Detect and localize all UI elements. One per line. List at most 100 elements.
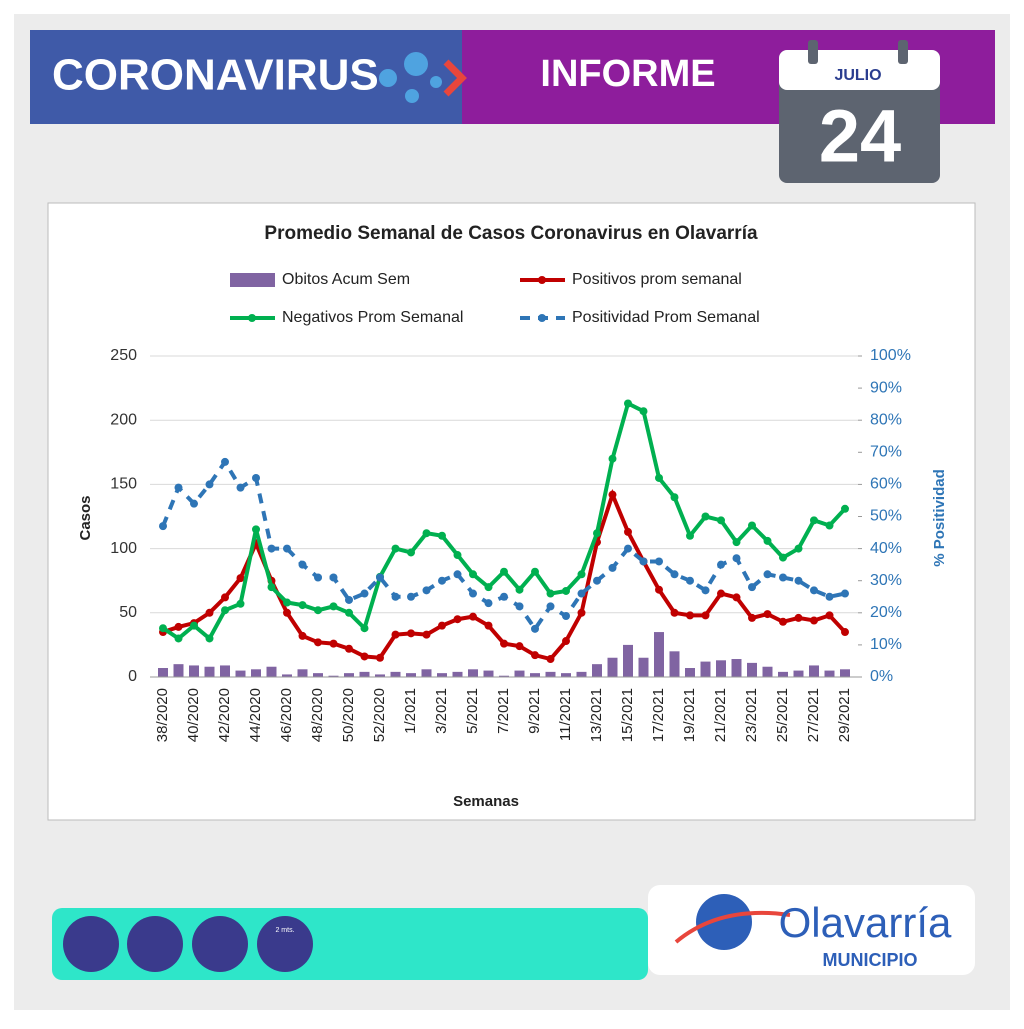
marker	[546, 589, 555, 598]
bar	[235, 670, 246, 677]
marker	[205, 634, 214, 643]
bar	[592, 664, 602, 677]
bar	[607, 657, 618, 677]
legend-label: Obitos Acum Sem	[282, 271, 410, 288]
marker	[376, 653, 384, 662]
marker	[174, 634, 183, 643]
bar	[716, 660, 726, 677]
bar	[437, 673, 447, 677]
marker	[283, 544, 291, 553]
marker	[314, 638, 322, 647]
marker	[453, 551, 462, 560]
marker	[422, 529, 431, 538]
marker	[577, 589, 586, 598]
marker	[779, 573, 787, 582]
marker	[639, 557, 648, 566]
marker	[298, 560, 307, 569]
marker	[732, 538, 741, 547]
marker	[794, 613, 803, 622]
marker	[298, 631, 307, 640]
bar	[840, 669, 850, 677]
x-tick-label: 13/2021	[588, 688, 605, 742]
marker	[484, 621, 493, 630]
bar	[561, 673, 571, 677]
bar	[189, 665, 199, 677]
marker	[174, 622, 183, 631]
brand: Olavarría	[779, 899, 952, 946]
marker	[732, 593, 741, 602]
y-tick-label: 150	[110, 476, 137, 493]
x-tick-label: 19/2021	[681, 688, 698, 742]
marker	[841, 628, 849, 637]
marker	[810, 516, 818, 525]
marker	[236, 574, 245, 583]
bar	[468, 669, 478, 677]
legend-marker	[248, 314, 256, 322]
marker	[267, 544, 276, 553]
marker	[701, 586, 710, 595]
calendar-ring	[898, 40, 908, 64]
marker	[205, 608, 214, 617]
marker	[763, 610, 772, 619]
marker	[546, 602, 555, 611]
marker	[670, 570, 679, 579]
bar	[204, 666, 215, 677]
marker	[639, 407, 648, 416]
marker	[655, 473, 663, 482]
y-tick-label: 250	[110, 347, 137, 364]
bar	[700, 661, 711, 677]
x-tick-label: 15/2021	[619, 688, 636, 742]
marker	[345, 595, 353, 604]
marker	[686, 576, 694, 585]
bar	[344, 673, 354, 677]
header-title: CORONAVIRUS	[52, 51, 379, 100]
y2-tick-label: 50%	[870, 508, 902, 525]
legend-marker	[538, 314, 546, 322]
bar	[793, 670, 804, 677]
calendar-ring	[808, 40, 818, 64]
marker	[391, 592, 400, 601]
bar	[747, 662, 757, 677]
x-tick-label: 3/2021	[433, 688, 450, 734]
bar	[313, 673, 323, 677]
x-tick-label: 46/2020	[278, 688, 295, 742]
x-tick-label: 5/2021	[464, 688, 481, 734]
y-tick-label: 200	[110, 411, 137, 428]
bar	[623, 644, 633, 677]
marker	[732, 554, 741, 563]
bar	[375, 674, 385, 677]
marker	[329, 639, 338, 648]
x-tick-label: 9/2021	[526, 688, 543, 734]
logo-swoosh	[674, 910, 791, 944]
marker	[608, 490, 617, 499]
marker	[314, 606, 322, 615]
marker	[298, 601, 307, 610]
bar	[158, 668, 168, 677]
bar	[328, 675, 339, 677]
marker	[577, 570, 586, 579]
x-tick-label: 23/2021	[743, 688, 760, 742]
bar	[514, 670, 525, 677]
x-tick-label: 52/2020	[371, 688, 388, 742]
marker	[453, 570, 462, 579]
marker	[608, 454, 617, 463]
marker	[221, 457, 229, 466]
bar	[638, 657, 649, 677]
marker	[515, 642, 524, 651]
bar	[778, 671, 788, 677]
y2-tick-label: 10%	[870, 636, 902, 653]
marker	[655, 557, 663, 566]
marker	[717, 589, 725, 598]
y2-tick-label: 40%	[870, 540, 902, 557]
marker	[391, 630, 400, 639]
marker	[531, 567, 539, 576]
marker	[577, 608, 586, 617]
marker	[717, 560, 725, 569]
bar	[669, 651, 680, 677]
marker	[515, 585, 524, 594]
chevron	[443, 59, 467, 97]
y2-tick-label: 30%	[870, 572, 902, 589]
marker	[329, 602, 338, 611]
marker	[531, 651, 539, 660]
marker	[438, 531, 446, 540]
